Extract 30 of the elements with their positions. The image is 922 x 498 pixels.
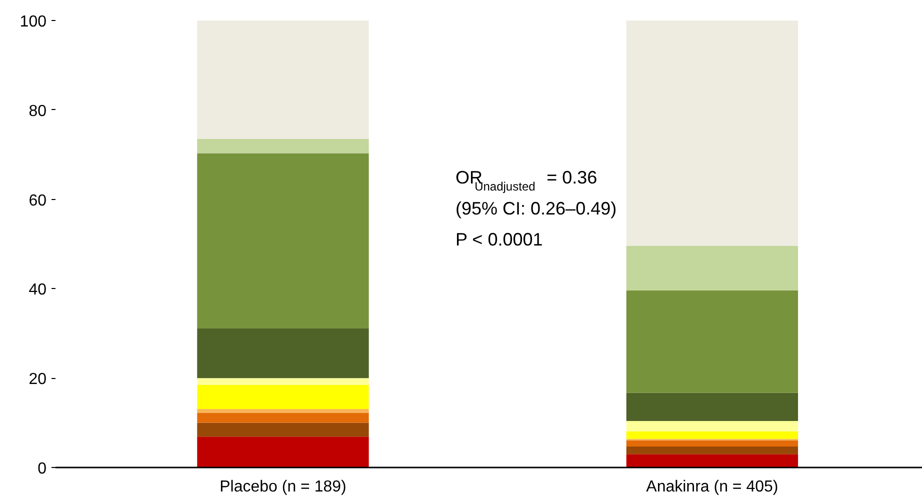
annotation: P < 0.0001	[456, 230, 543, 250]
bar	[197, 422, 369, 437]
bar	[626, 392, 798, 422]
annotation: ORUnadjusted = 0.36	[456, 168, 598, 194]
bar	[626, 20, 798, 246]
bar	[197, 20, 369, 139]
x-tick-label: Anakinra (n = 405)	[646, 478, 778, 496]
bar	[197, 138, 369, 154]
bar	[197, 408, 369, 413]
bar	[197, 384, 369, 409]
x-tick-label: Placebo (n = 189)	[220, 478, 346, 496]
bar	[626, 290, 798, 393]
bar	[626, 446, 798, 454]
annotation: (95% CI: 0.26–0.49)	[456, 198, 617, 218]
bar	[197, 153, 369, 328]
bar	[197, 328, 369, 378]
y-tick-label: 80	[28, 102, 47, 120]
bar	[197, 436, 369, 468]
bar	[197, 378, 369, 385]
bar	[626, 246, 798, 290]
y-tick-label: 100	[20, 14, 47, 30]
bar	[626, 440, 798, 446]
y-tick-label: 0	[38, 460, 47, 478]
y-tick-label: 20	[28, 371, 47, 388]
y-tick-label: 40	[28, 282, 47, 299]
bar	[626, 454, 798, 468]
bar	[626, 421, 798, 432]
bar	[197, 412, 369, 423]
y-tick-label: 60	[28, 192, 47, 210]
bar	[626, 431, 798, 439]
